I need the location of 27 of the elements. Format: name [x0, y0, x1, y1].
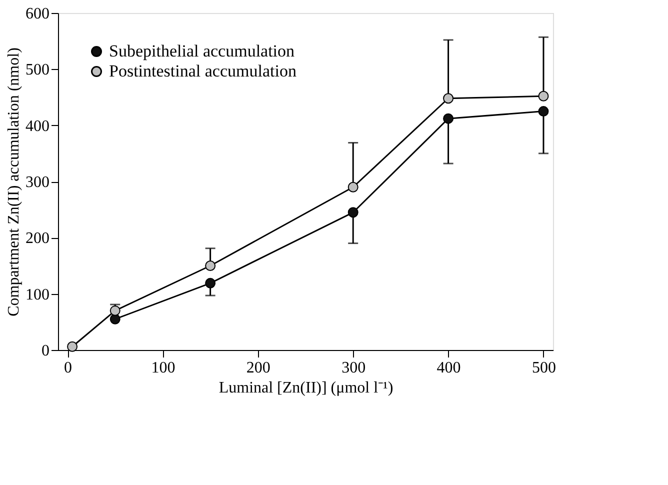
x-tick-label: 400 — [436, 360, 461, 376]
x-tick-label: 300 — [342, 360, 366, 376]
x-axis-title: Luminal [Zn(II)] (μmol l⁻¹) — [218, 380, 394, 396]
point — [348, 207, 358, 218]
x-tick-label: 200 — [246, 360, 270, 376]
point — [538, 90, 549, 102]
legend-label: Postintestinal accumulation — [109, 62, 297, 80]
x-tick-label: 100 — [151, 360, 176, 376]
y-tick-label: 100 — [26, 286, 50, 304]
point — [348, 182, 358, 192]
x-tick-label: 500 — [532, 360, 556, 376]
y-axis-title: Compartment Zn(II) accumulation (nmol) — [6, 48, 22, 316]
legend-label: Subepithelial accumulation — [109, 42, 296, 60]
point — [205, 278, 216, 288]
point — [443, 93, 454, 104]
y-tick-label: 500 — [26, 62, 50, 79]
point — [205, 260, 216, 271]
y-tick-label: 300 — [26, 174, 50, 191]
point — [67, 341, 78, 352]
point — [538, 106, 549, 117]
y-tick-label: 400 — [26, 118, 50, 135]
point — [443, 113, 454, 124]
x-tick-label: 0 — [64, 360, 72, 376]
y-tick-label: 200 — [26, 230, 50, 248]
point — [110, 305, 120, 316]
y-tick-label: 600 — [26, 6, 50, 22]
y-tick-label: 0 — [42, 342, 50, 360]
